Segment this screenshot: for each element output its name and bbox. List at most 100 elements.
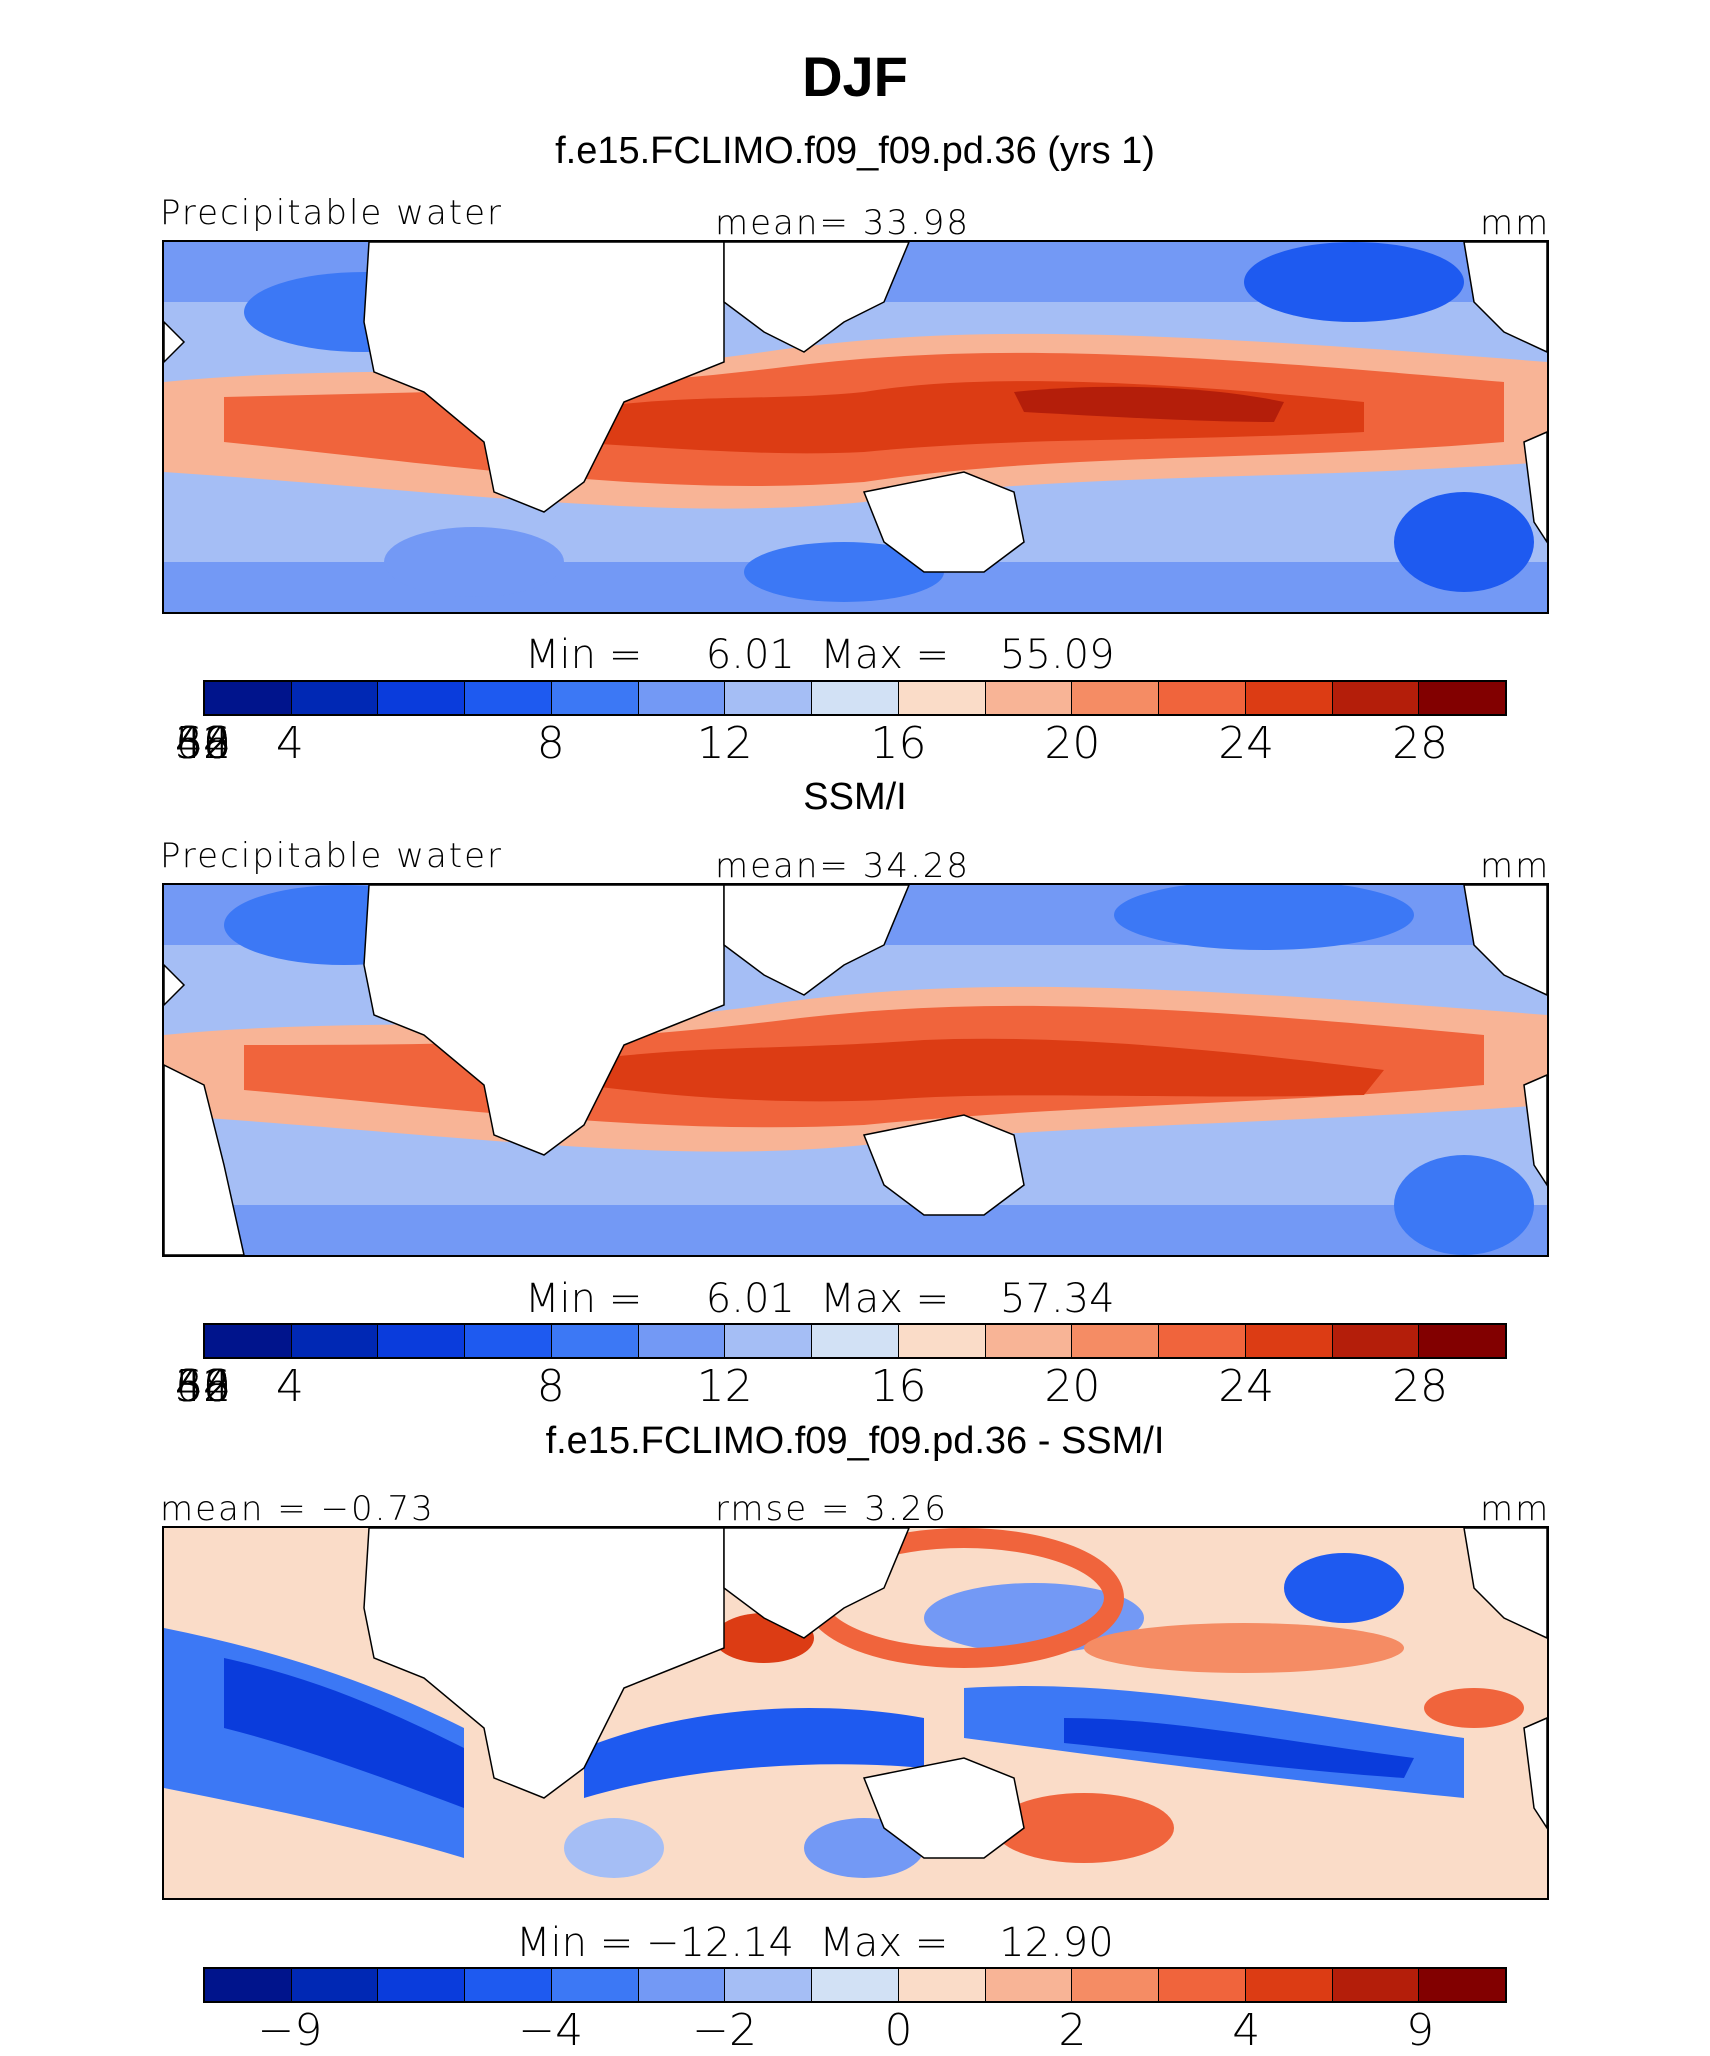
colorbar-tick-label: 4 — [275, 718, 304, 769]
colorbar-swatch — [205, 1325, 292, 1357]
panel-2-map — [162, 883, 1549, 1257]
panel-2-units: mm — [1480, 846, 1551, 886]
colorbar-swatch — [898, 1325, 986, 1357]
colorbar-tick-label: 60 — [175, 1361, 231, 1412]
colorbar-tick-label: 24 — [1218, 1361, 1275, 1412]
panel-1-mean-label: mean= 33.98 — [715, 203, 971, 243]
colorbar-swatch — [1245, 1969, 1333, 2001]
colorbar-tick-label: 8 — [536, 1361, 565, 1412]
colorbar-tick-label: −4 — [518, 2005, 584, 2056]
colorbar-tick-label: 40 — [175, 718, 231, 769]
colorbar-swatch — [378, 1969, 466, 2001]
colorbar-swatch — [1159, 1325, 1246, 1357]
colorbar-tick-label: 44 — [175, 718, 231, 769]
colorbar-swatch — [551, 1969, 639, 2001]
colorbar-tick-label: 4 — [275, 1361, 304, 1412]
colorbar-swatch — [1332, 1969, 1420, 2001]
colorbar-tick-label: 20 — [1044, 1361, 1101, 1412]
colorbar-tick-label: 0 — [884, 2005, 913, 2056]
colorbar-swatch — [898, 682, 986, 714]
colorbar-tick-label: 8 — [536, 718, 565, 769]
colorbar-tick-label: 60 — [175, 718, 231, 769]
colorbar-tick-label: 56 — [175, 718, 231, 769]
colorbar-swatch — [985, 1969, 1073, 2001]
colorbar-swatch — [551, 1325, 639, 1357]
panel-1-heading: f.e15.FCLIMO.f09_f09.pd.36 (yrs 1) — [555, 130, 1155, 172]
colorbar-tick-label: 16 — [870, 1361, 927, 1412]
colorbar-tick-label: 28 — [1392, 1361, 1449, 1412]
panel-1-colorbar — [203, 680, 1507, 716]
colorbar-tick-label: 12 — [696, 1361, 753, 1412]
colorbar-tick-label: 16 — [870, 718, 927, 769]
panel-3-heading: f.e15.FCLIMO.f09_f09.pd.36 - SSM/I — [545, 1420, 1165, 1462]
panel-3-map — [162, 1526, 1549, 1900]
panel-1-colorbar-ticks: 4 8 12 16 20 24 28 32 36 40 44 48 52 56 60 — [175, 716, 1507, 769]
colorbar-swatch — [205, 1969, 292, 2001]
colorbar-swatch — [291, 682, 379, 714]
colorbar-swatch — [465, 682, 552, 714]
panel-1-left-label: Precipitable water — [160, 193, 504, 233]
colorbar-swatch — [205, 682, 292, 714]
colorbar-tick-label: 52 — [175, 718, 231, 769]
colorbar-swatch — [1332, 1325, 1420, 1357]
colorbar-swatch — [1072, 1969, 1160, 2001]
panel-2-heading: SSM/I — [803, 776, 907, 818]
colorbar-tick-label: 48 — [175, 718, 231, 769]
colorbar-tick-label: 52 — [175, 1361, 231, 1412]
colorbar-swatch — [812, 682, 899, 714]
colorbar-tick-label: 12 — [696, 718, 753, 769]
colorbar-swatch — [725, 1325, 813, 1357]
panel-1-units: mm — [1480, 203, 1551, 243]
colorbar-swatch — [638, 682, 726, 714]
colorbar-swatch — [812, 1325, 899, 1357]
colorbar-swatch — [1419, 682, 1506, 714]
colorbar-tick-label: −2 — [692, 2005, 758, 2056]
colorbar-swatch — [1332, 682, 1420, 714]
colorbar-tick-label: 24 — [1218, 718, 1275, 769]
colorbar-tick-label: 40 — [175, 1361, 231, 1412]
panel-3-minmax: Min = −12.14 Max = 12.90 — [516, 1920, 1114, 1966]
panel-3-rmse-label: rmse = 3.26 — [715, 1489, 948, 1529]
colorbar-swatch — [291, 1969, 379, 2001]
colorbar-tick-label: −9 — [257, 2005, 323, 2056]
colorbar-swatch — [812, 1969, 899, 2001]
colorbar-swatch — [378, 682, 466, 714]
figure-title: DJF — [802, 45, 908, 108]
panel-3-colorbar-ticks: −9 −4 −2 0 2 4 9 — [203, 2003, 1507, 2056]
colorbar-tick-label: 48 — [175, 1361, 231, 1412]
colorbar-tick-label: 36 — [175, 718, 231, 769]
colorbar-swatch — [985, 1325, 1073, 1357]
colorbar-swatch — [378, 1325, 466, 1357]
colorbar-swatch — [725, 1969, 813, 2001]
colorbar-tick-label: 32 — [175, 718, 231, 769]
panel-2-colorbar — [203, 1323, 1507, 1359]
panel-2-mean-label: mean= 34.28 — [715, 846, 971, 886]
colorbar-swatch — [291, 1325, 379, 1357]
colorbar-swatch — [1159, 1969, 1246, 2001]
colorbar-swatch — [1072, 1325, 1160, 1357]
panel-2-colorbar-ticks: 4 8 12 16 20 24 28 32 36 40 44 48 52 56 60 — [175, 1359, 1507, 1412]
panel-3-left-label: mean = −0.73 — [160, 1489, 435, 1529]
panel-2-left-label: Precipitable water — [160, 836, 504, 876]
panel-1-minmax: Min = 6.01 Max = 55.09 — [525, 632, 1115, 678]
panel-2-minmax: Min = 6.01 Max = 57.34 — [525, 1276, 1115, 1322]
colorbar-swatch — [1419, 1969, 1506, 2001]
panel-3-units: mm — [1480, 1489, 1551, 1529]
colorbar-swatch — [1072, 682, 1160, 714]
colorbar-swatch — [1419, 1325, 1506, 1357]
colorbar-tick-label: 56 — [175, 1361, 231, 1412]
colorbar-swatch — [1245, 682, 1333, 714]
colorbar-swatch — [1159, 682, 1246, 714]
colorbar-swatch — [465, 1325, 552, 1357]
colorbar-swatch — [725, 682, 813, 714]
colorbar-tick-label: 32 — [175, 1361, 231, 1412]
colorbar-swatch — [638, 1969, 726, 2001]
panel-1-map — [162, 240, 1549, 614]
colorbar-swatch — [898, 1969, 986, 2001]
colorbar-swatch — [638, 1325, 726, 1357]
colorbar-tick-label: 4 — [1232, 2005, 1261, 2056]
colorbar-swatch — [551, 682, 639, 714]
colorbar-tick-label: 36 — [175, 1361, 231, 1412]
colorbar-tick-label: 9 — [1406, 2005, 1435, 2056]
colorbar-swatch — [985, 682, 1073, 714]
